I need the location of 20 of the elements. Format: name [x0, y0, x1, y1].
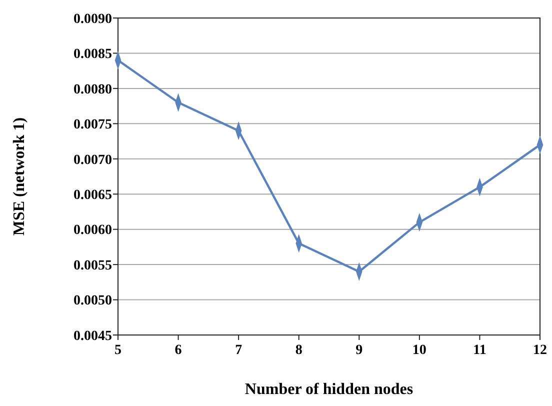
x-tick-label: 9	[356, 343, 363, 358]
y-tick-label: 0.0070	[74, 152, 112, 168]
y-tick-label: 0.0050	[74, 294, 112, 309]
x-tick-label: 6	[174, 343, 182, 358]
y-tick-label: 0.0065	[74, 188, 112, 204]
y-tick-label: 0.0055	[74, 258, 112, 274]
x-tick-label: 10	[412, 343, 426, 358]
x-tick-label: 8	[295, 343, 302, 358]
x-tick-label: 11	[473, 343, 486, 358]
x-tick-label: 12	[533, 343, 547, 358]
y-tick-label: 0.0085	[74, 47, 112, 62]
y-tick-label: 0.0075	[74, 118, 112, 133]
x-tick-label: 5	[114, 343, 122, 358]
y-tick-label: 0.0090	[74, 12, 112, 27]
y-tick-label: 0.0045	[74, 328, 112, 344]
x-axis-title: Number of hidden nodes	[244, 381, 414, 398]
x-tick-label: 7	[235, 343, 242, 358]
y-tick-label: 0.0060	[74, 223, 112, 238]
y-tick-label: 0.0080	[74, 82, 112, 98]
y-axis-title: MSE (network 1)	[11, 117, 28, 236]
